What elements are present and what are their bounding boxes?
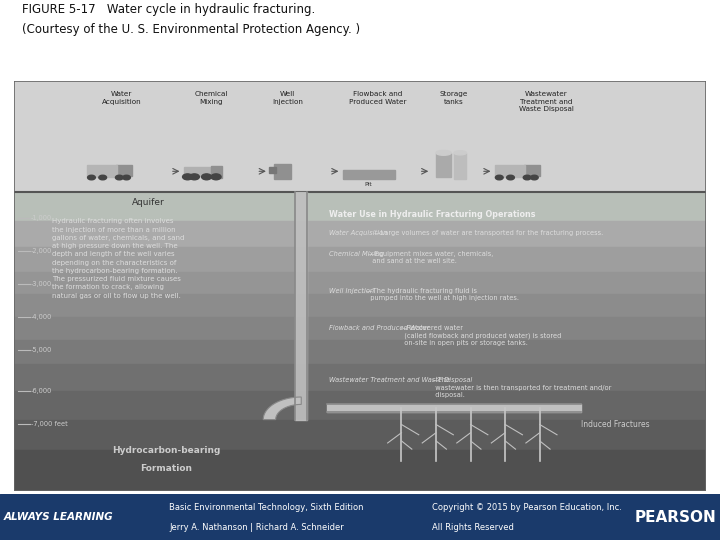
Text: Aquifer: Aquifer xyxy=(132,198,165,207)
Text: Jerry A. Nathanson | Richard A. Schneider: Jerry A. Nathanson | Richard A. Schneide… xyxy=(169,523,344,532)
Text: -5,000: -5,000 xyxy=(31,347,53,353)
Circle shape xyxy=(211,174,221,180)
Text: Formation: Formation xyxy=(140,464,192,474)
Bar xyxy=(495,165,525,177)
Text: Pit: Pit xyxy=(364,181,372,186)
Text: -1,000: -1,000 xyxy=(31,215,53,221)
Circle shape xyxy=(99,175,107,180)
Text: Wastewater
Treatment and
Waste Disposal: Wastewater Treatment and Waste Disposal xyxy=(519,91,574,112)
Text: Wastewater Treatment and Waste Disposal: Wastewater Treatment and Waste Disposal xyxy=(329,377,472,383)
Text: Storage
tanks: Storage tanks xyxy=(439,91,467,105)
Text: All Rights Reserved: All Rights Reserved xyxy=(432,523,514,532)
Text: -6,000: -6,000 xyxy=(31,388,53,394)
Text: Well
Injection: Well Injection xyxy=(272,91,303,105)
Bar xyxy=(14,420,706,450)
Bar xyxy=(269,167,276,173)
Bar xyxy=(14,294,706,317)
Text: Water Acquisition: Water Acquisition xyxy=(329,230,387,235)
Bar xyxy=(14,364,706,391)
Text: -2,000: -2,000 xyxy=(31,248,53,254)
Bar xyxy=(343,171,395,179)
Ellipse shape xyxy=(454,151,467,155)
Bar xyxy=(14,192,706,220)
Bar xyxy=(116,165,132,176)
Bar xyxy=(454,153,467,179)
Circle shape xyxy=(88,175,95,180)
Circle shape xyxy=(531,175,538,180)
Circle shape xyxy=(183,174,192,180)
Bar xyxy=(14,450,706,491)
Text: Flowback and
Produced Water: Flowback and Produced Water xyxy=(348,91,406,105)
Ellipse shape xyxy=(436,150,451,156)
Bar xyxy=(211,166,222,178)
Circle shape xyxy=(189,174,199,180)
Text: —Large volumes of water are transported for the fracturing process.: —Large volumes of water are transported … xyxy=(374,230,603,235)
Circle shape xyxy=(115,175,123,180)
Text: -4,000: -4,000 xyxy=(31,314,53,320)
Text: -7,000 feet: -7,000 feet xyxy=(31,421,68,427)
Text: Chemical Mixing: Chemical Mixing xyxy=(329,251,384,257)
PathPatch shape xyxy=(264,397,301,420)
Bar xyxy=(436,153,451,178)
Circle shape xyxy=(507,175,514,180)
Circle shape xyxy=(523,175,531,180)
Circle shape xyxy=(495,175,503,180)
Bar xyxy=(14,272,706,294)
Text: Well Injection: Well Injection xyxy=(329,288,374,294)
Text: Water
Acquisition: Water Acquisition xyxy=(102,91,141,105)
Bar xyxy=(14,317,706,340)
Bar xyxy=(14,340,706,364)
Bar xyxy=(14,81,706,192)
Text: Basic Environmental Technology, Sixth Edition: Basic Environmental Technology, Sixth Ed… xyxy=(169,503,364,512)
Circle shape xyxy=(202,174,212,180)
Bar xyxy=(14,391,706,420)
Text: Induced Fractures: Induced Fractures xyxy=(581,420,650,429)
Text: Hydrocarbon-bearing: Hydrocarbon-bearing xyxy=(112,446,220,455)
Text: Flowback and Produced Water: Flowback and Produced Water xyxy=(329,325,429,331)
Text: Copyright © 2015 by Pearson Education, Inc.: Copyright © 2015 by Pearson Education, I… xyxy=(432,503,622,512)
Bar xyxy=(524,165,540,176)
Text: Hydraulic fracturing often involves
the injection of more than a million
gallons: Hydraulic fracturing often involves the … xyxy=(53,219,185,299)
Text: ALWAYS LEARNING: ALWAYS LEARNING xyxy=(4,512,113,522)
Text: —The
  wastewater is then transported for treatment and/or
  disposal.: —The wastewater is then transported for … xyxy=(431,377,612,399)
Circle shape xyxy=(122,175,130,180)
Bar xyxy=(14,247,706,272)
Text: Water Use in Hydraulic Fracturing Operations: Water Use in Hydraulic Fracturing Operat… xyxy=(329,210,536,219)
Text: -3,000: -3,000 xyxy=(31,281,53,287)
Text: (Courtesy of the U. S. Environmental Protection Agency. ): (Courtesy of the U. S. Environmental Pro… xyxy=(22,23,360,36)
Text: —The hydraulic fracturing fluid is
  pumped into the well at high injection rate: —The hydraulic fracturing fluid is pumpe… xyxy=(366,288,518,301)
Text: Chemical
Mixing: Chemical Mixing xyxy=(194,91,228,105)
Text: —Equipment mixes water, chemicals,
  and sand at the well site.: —Equipment mixes water, chemicals, and s… xyxy=(369,251,493,265)
Bar xyxy=(87,165,117,177)
Text: —Recovered water
  (called flowback and produced water) is stored
  on-site in o: —Recovered water (called flowback and pr… xyxy=(400,325,561,346)
Text: PEARSON: PEARSON xyxy=(634,510,716,524)
Bar xyxy=(14,220,706,247)
Bar xyxy=(184,167,211,176)
Text: FIGURE 5-17   Water cycle in hydraulic fracturing.: FIGURE 5-17 Water cycle in hydraulic fra… xyxy=(22,3,315,16)
Bar xyxy=(274,164,291,179)
